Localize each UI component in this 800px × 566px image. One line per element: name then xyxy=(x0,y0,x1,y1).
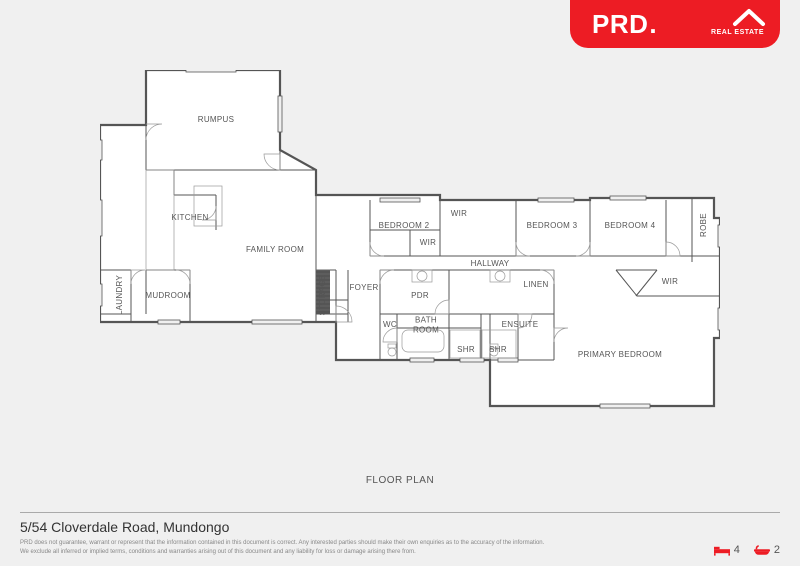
property-stats: 4 2 xyxy=(714,544,780,556)
stat-beds: 4 xyxy=(714,544,740,556)
room-label: WIR xyxy=(420,238,436,248)
roof-icon xyxy=(732,6,766,28)
floor-plan-svg xyxy=(100,70,720,430)
room-label: FAMILY ROOM xyxy=(246,245,304,255)
stat-baths-value: 2 xyxy=(774,544,780,556)
room-label: BEDROOM 4 xyxy=(605,221,656,231)
room-label: SHR xyxy=(489,345,507,355)
property-address: 5/54 Cloverdale Road, Mundongo xyxy=(20,519,780,535)
room-label: STORAGE xyxy=(318,274,328,315)
room-label: LAUNDRY xyxy=(115,275,125,315)
room-label: BEDROOM 2 xyxy=(379,221,430,231)
brand-dot: . xyxy=(649,9,657,39)
room-label: PDR xyxy=(411,291,429,301)
brand-name: PRD. xyxy=(592,9,657,40)
brand-badge: PRD. REAL ESTATE xyxy=(570,0,780,48)
brand-name-text: PRD xyxy=(592,9,648,39)
room-label: WC xyxy=(383,320,397,330)
floor-plan: RUMPUS KITCHEN FAMILY ROOM MUDROOM LAUNDRY ST… xyxy=(100,70,720,430)
room-label: HALLWAY xyxy=(471,259,510,269)
room-label: ENSUITE xyxy=(502,320,539,330)
plan-title: FLOOR PLAN xyxy=(366,475,434,486)
room-label: KITCHEN xyxy=(171,213,208,223)
room-label: BEDROOM 3 xyxy=(527,221,578,231)
disclaimer-line-1: PRD does not guarantee, warrant or repre… xyxy=(20,539,780,547)
room-label: LINEN xyxy=(523,280,548,290)
page-footer: 5/54 Cloverdale Road, Mundongo PRD does … xyxy=(20,512,780,556)
footer-rule xyxy=(20,512,780,513)
room-label: ROBE xyxy=(699,213,709,237)
room-label: BATH ROOM xyxy=(413,315,439,334)
page-canvas: PRD. REAL ESTATE RUMPUS KITCHEN FAMILY ROO… xyxy=(0,0,800,566)
stat-baths: 2 xyxy=(754,544,780,556)
bed-icon xyxy=(714,544,730,556)
bath-icon xyxy=(754,544,770,556)
room-label: WIR xyxy=(451,209,467,219)
room-label: MUDROOM xyxy=(145,291,190,301)
brand-subtitle: REAL ESTATE xyxy=(711,29,764,36)
room-label: SHR xyxy=(457,345,475,355)
stat-beds-value: 4 xyxy=(734,544,740,556)
room-label: WIR xyxy=(662,277,678,287)
disclaimer-line-2: We exclude all inferred or implied terms… xyxy=(20,548,780,556)
room-label: FOYER xyxy=(349,283,378,293)
room-label: PRIMARY BEDROOM xyxy=(578,350,662,360)
room-label: RUMPUS xyxy=(198,115,234,125)
